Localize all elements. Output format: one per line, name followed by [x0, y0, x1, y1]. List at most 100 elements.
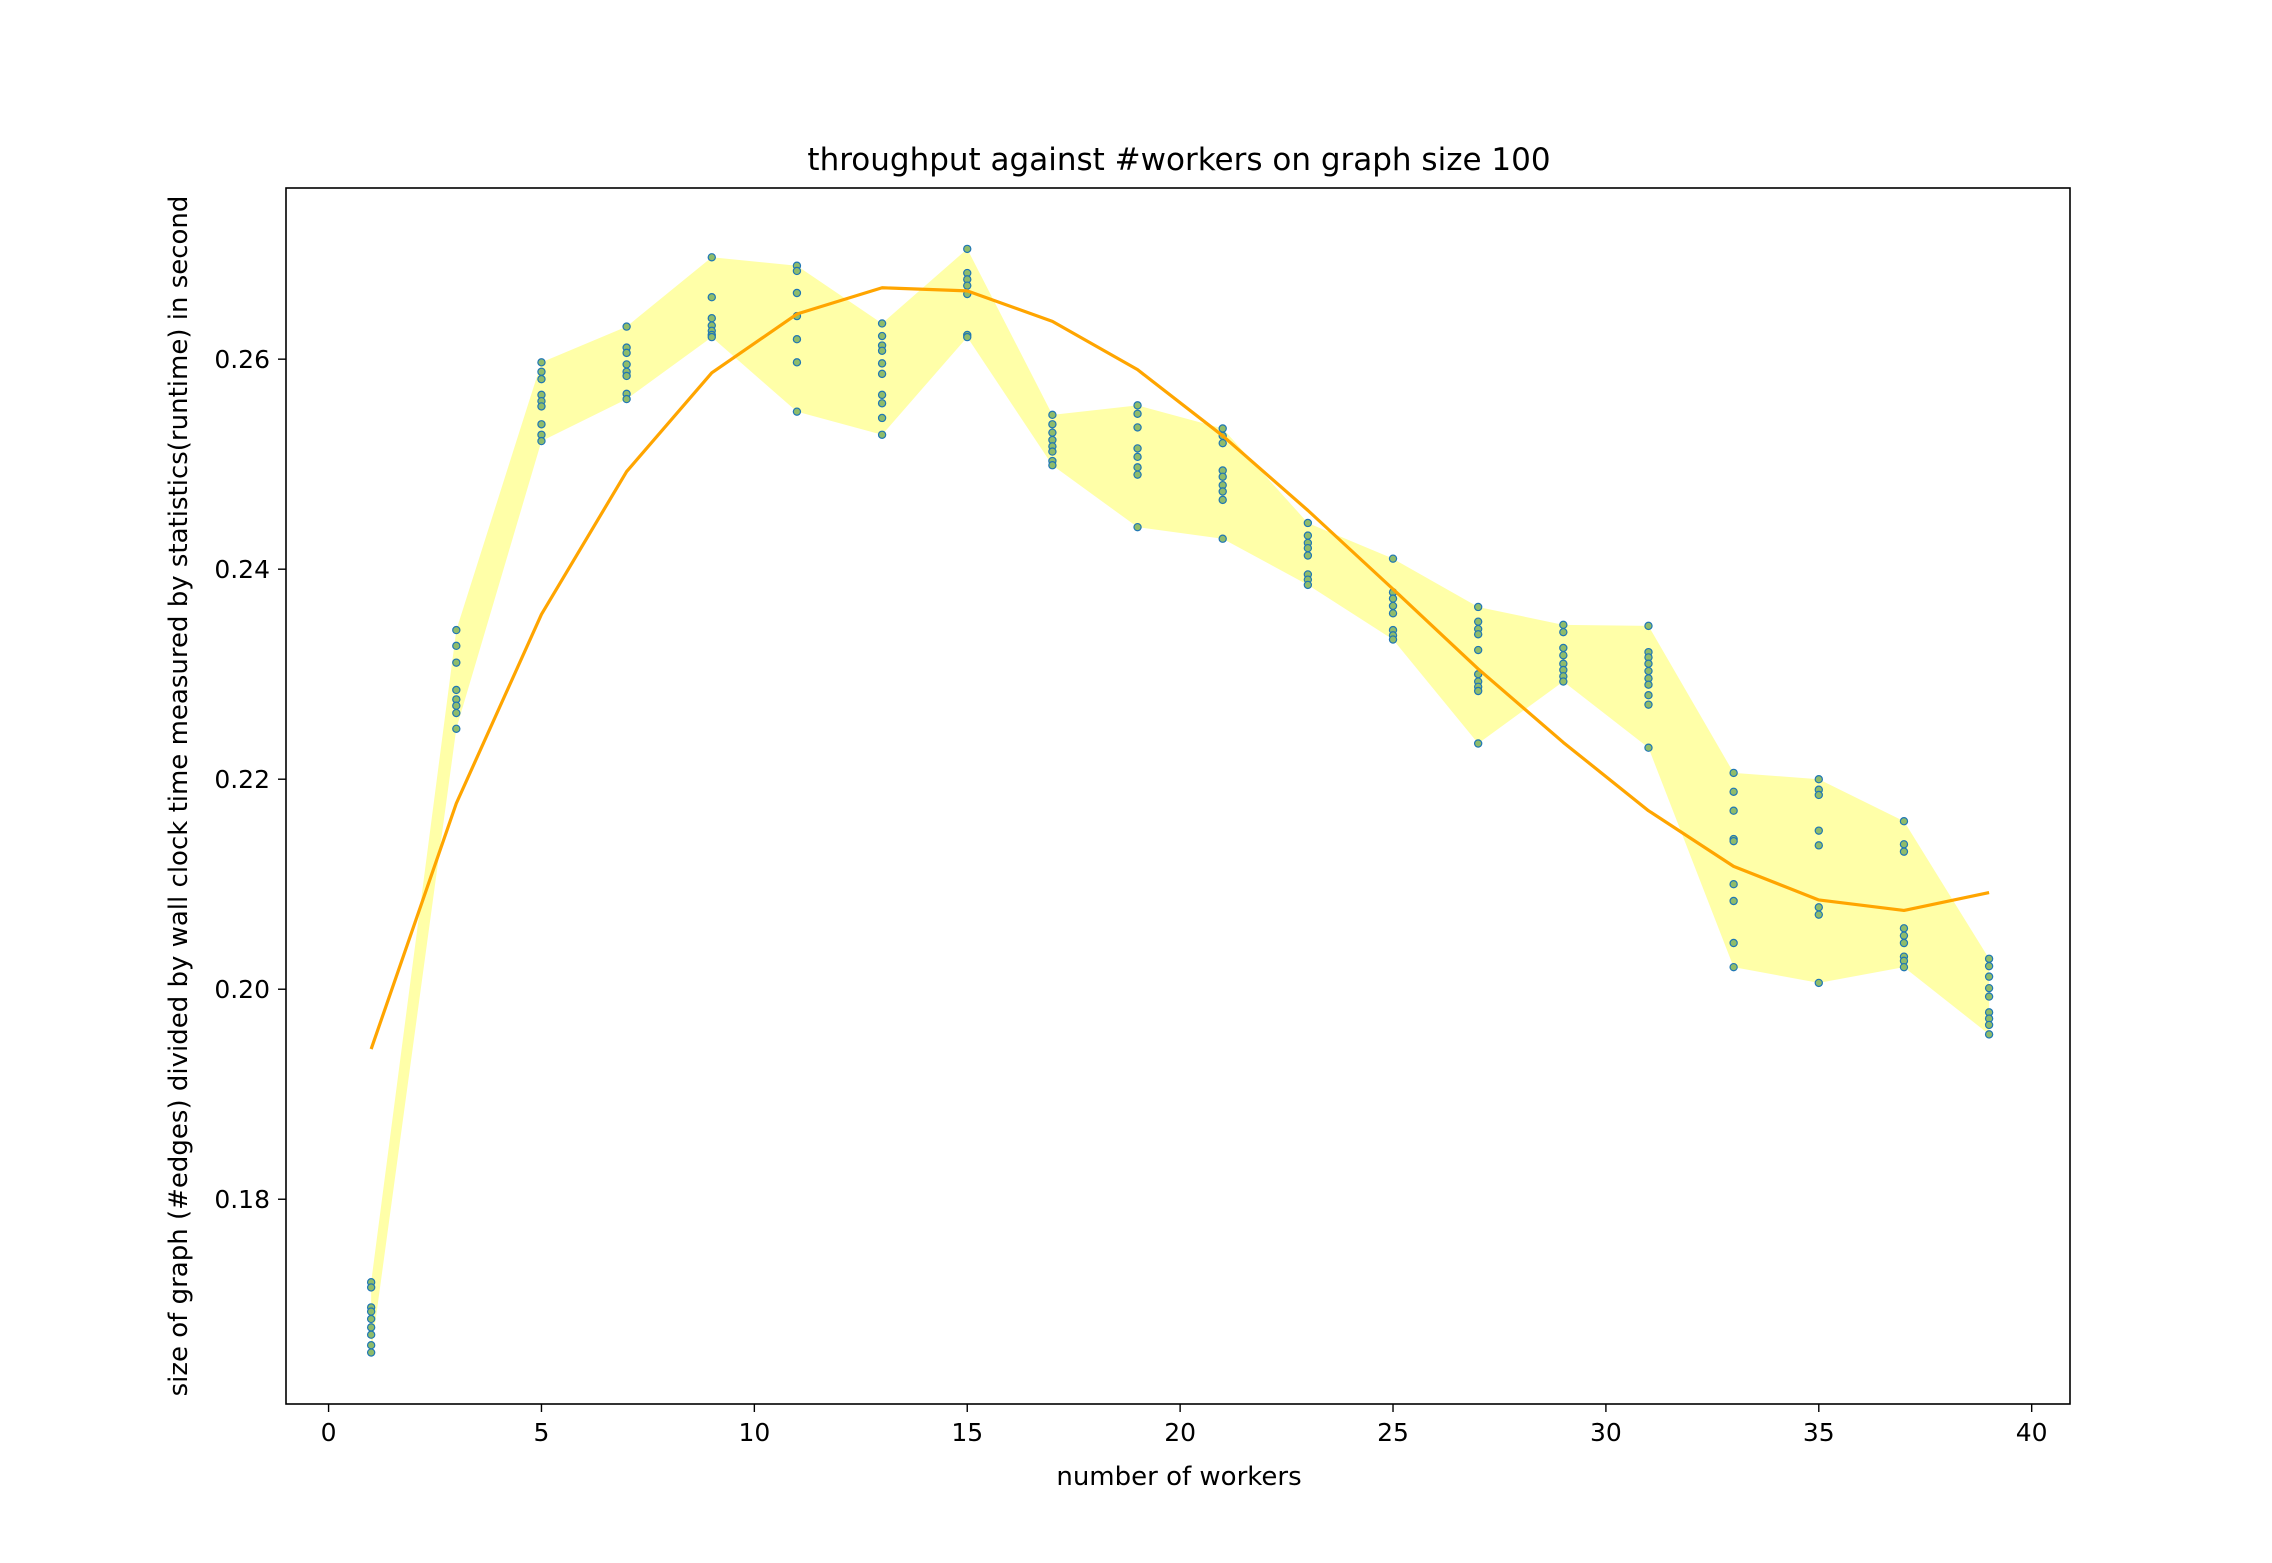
data-point — [1899, 938, 1909, 948]
data-point — [1473, 602, 1483, 612]
data-point — [366, 1323, 376, 1332]
x-axis-label: number of workers — [1056, 1462, 1301, 1492]
data-point — [1133, 409, 1142, 418]
data-point — [1644, 680, 1653, 689]
data-point — [452, 724, 461, 733]
data-point — [1388, 635, 1398, 644]
data-point — [877, 430, 887, 439]
data-point — [1303, 531, 1313, 540]
y-axis: 0.18 0.20 0.22 0.24 0.26 — [214, 345, 286, 1214]
x-tick-label: 40 — [2016, 1418, 2048, 1447]
data-point — [1218, 487, 1227, 496]
data-point — [1814, 774, 1823, 784]
data-point — [537, 420, 546, 429]
data-point — [452, 625, 461, 635]
data-point — [1729, 768, 1738, 778]
data-point — [1473, 630, 1483, 639]
data-point — [877, 346, 887, 355]
data-point — [1388, 554, 1398, 563]
data-point — [1644, 659, 1653, 668]
data-point — [622, 394, 631, 404]
data-point — [1644, 743, 1653, 752]
data-point — [707, 293, 716, 302]
data-point — [1814, 826, 1823, 835]
data-point — [1984, 954, 1994, 963]
data-point — [537, 367, 546, 376]
data-point — [877, 359, 887, 368]
data-point — [877, 413, 887, 423]
data-point — [1218, 472, 1227, 481]
data-point — [1133, 401, 1142, 410]
data-point — [1729, 896, 1738, 906]
data-point — [1814, 790, 1823, 800]
y-tick-label: 0.18 — [214, 1185, 270, 1214]
data-point — [1899, 924, 1909, 933]
data-point — [1984, 983, 1994, 993]
data-point — [622, 322, 631, 331]
data-point — [1133, 463, 1142, 472]
data-point — [537, 374, 546, 384]
chart-title: throughput against #workers on graph siz… — [807, 142, 1550, 178]
data-point — [1984, 972, 1994, 981]
plot-frame — [285, 187, 2071, 1405]
data-point — [1984, 1030, 1994, 1039]
data-point — [792, 288, 802, 298]
data-point — [1303, 580, 1313, 590]
data-point — [707, 314, 716, 323]
x-tick-label: 20 — [1164, 1418, 1196, 1447]
data-point — [707, 253, 716, 262]
x-axis: 0 5 10 15 20 25 30 35 40 — [321, 1404, 2048, 1447]
data-point — [1899, 847, 1909, 856]
data-point — [1729, 787, 1738, 796]
data-point — [1218, 534, 1227, 543]
y-tick-label: 0.20 — [214, 975, 270, 1004]
data-point — [963, 281, 972, 290]
data-point — [1048, 447, 1057, 456]
data-point — [963, 332, 972, 342]
data-point — [1303, 551, 1313, 560]
data-point — [1729, 806, 1738, 815]
data-point — [1984, 1020, 1994, 1030]
data-point — [877, 319, 887, 328]
data-point — [452, 658, 461, 667]
data-point — [366, 1340, 376, 1350]
data-point — [1388, 601, 1398, 611]
data-point — [1814, 903, 1823, 912]
data-point — [1048, 410, 1057, 420]
data-point — [1729, 938, 1738, 948]
x-tick-label: 5 — [534, 1418, 550, 1447]
data-point — [1559, 651, 1568, 660]
data-point — [1984, 961, 1994, 971]
data-point — [1814, 978, 1823, 988]
y-tick-label: 0.24 — [214, 555, 270, 584]
data-point — [1814, 841, 1823, 850]
x-tick-label: 35 — [1803, 1418, 1835, 1447]
data-point — [452, 708, 461, 718]
data-point — [1899, 840, 1909, 849]
data-point — [1559, 627, 1568, 637]
data-point — [1133, 452, 1142, 462]
data-point — [1048, 420, 1057, 429]
y-axis-label: size of graph (#edges) divided by wall c… — [164, 196, 194, 1397]
data-point — [1644, 690, 1653, 700]
data-point — [452, 685, 461, 695]
data-point — [1048, 461, 1057, 470]
data-point — [537, 436, 546, 446]
data-point — [1133, 444, 1142, 453]
data-point — [1388, 609, 1398, 618]
data-point — [1899, 931, 1909, 940]
data-point — [452, 641, 461, 651]
fit-line — [369, 286, 1990, 1050]
data-point — [1899, 817, 1909, 826]
data-point — [1133, 470, 1142, 479]
x-tick-label: 0 — [321, 1418, 337, 1447]
plot-area — [366, 244, 1994, 1357]
data-point — [877, 399, 887, 408]
data-point — [707, 332, 716, 342]
data-point — [622, 360, 631, 369]
data-point — [1644, 666, 1653, 676]
data-point — [1218, 424, 1227, 433]
x-tick-label: 15 — [951, 1418, 983, 1447]
data-point — [877, 390, 887, 400]
